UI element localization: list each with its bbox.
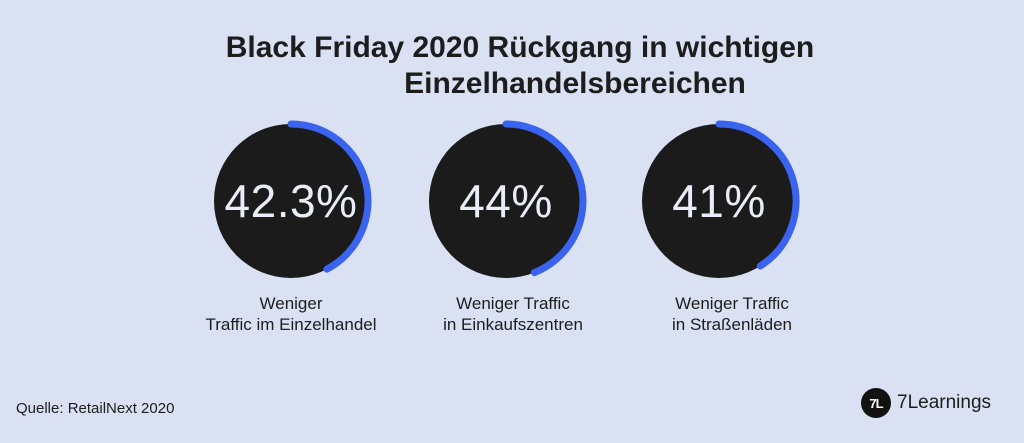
donut-label-line1: Weniger Traffic bbox=[456, 294, 570, 313]
donut-svg-streets bbox=[642, 120, 800, 278]
donut-streets: 41% bbox=[638, 120, 800, 282]
donut-label-line1: Weniger Traffic bbox=[675, 294, 789, 313]
brand: 7L 7Learnings bbox=[861, 388, 991, 418]
chart-title-line1: Black Friday 2020 Rückgang in wichtigen bbox=[225, 31, 815, 64]
donut-disc bbox=[642, 124, 796, 278]
brand-name: 7Learnings bbox=[897, 392, 992, 413]
donut-label-retail: Weniger Traffic im Einzelhandel bbox=[176, 293, 406, 335]
donut-value: 41% bbox=[672, 175, 766, 227]
donut-value: 44% bbox=[459, 175, 553, 227]
donut-label-line2: Traffic im Einzelhandel bbox=[205, 315, 377, 334]
chart-title-line2: Einzelhandelsbereichen bbox=[404, 67, 746, 100]
donut-disc bbox=[214, 124, 368, 278]
donut-disc bbox=[429, 124, 583, 278]
donut-svg-malls bbox=[429, 120, 587, 278]
donut-retail: 42.3% bbox=[210, 120, 372, 282]
donut-value: 42.3% bbox=[224, 175, 358, 227]
donut-label-malls: Weniger Traffic in Einkaufszentren bbox=[398, 293, 628, 335]
donut-label-streets: Weniger Traffic in Straßenläden bbox=[617, 293, 847, 335]
donut-label-line2: in Einkaufszentren bbox=[443, 315, 583, 334]
donut-arc bbox=[287, 120, 372, 273]
donut-svg-retail bbox=[214, 120, 372, 278]
donut-arc bbox=[715, 120, 800, 270]
donut-label-line2: in Straßenläden bbox=[671, 315, 793, 334]
donut-malls: 44% bbox=[425, 120, 587, 282]
source-note: Quelle: RetailNext 2020 bbox=[16, 400, 175, 417]
donut-arc bbox=[502, 120, 587, 277]
donut-label-line1: Weniger bbox=[259, 294, 323, 313]
7learnings-logo-icon: 7L bbox=[861, 388, 891, 418]
chart-title: Black Friday 2020 Rückgang in wichtigen … bbox=[0, 30, 1024, 102]
